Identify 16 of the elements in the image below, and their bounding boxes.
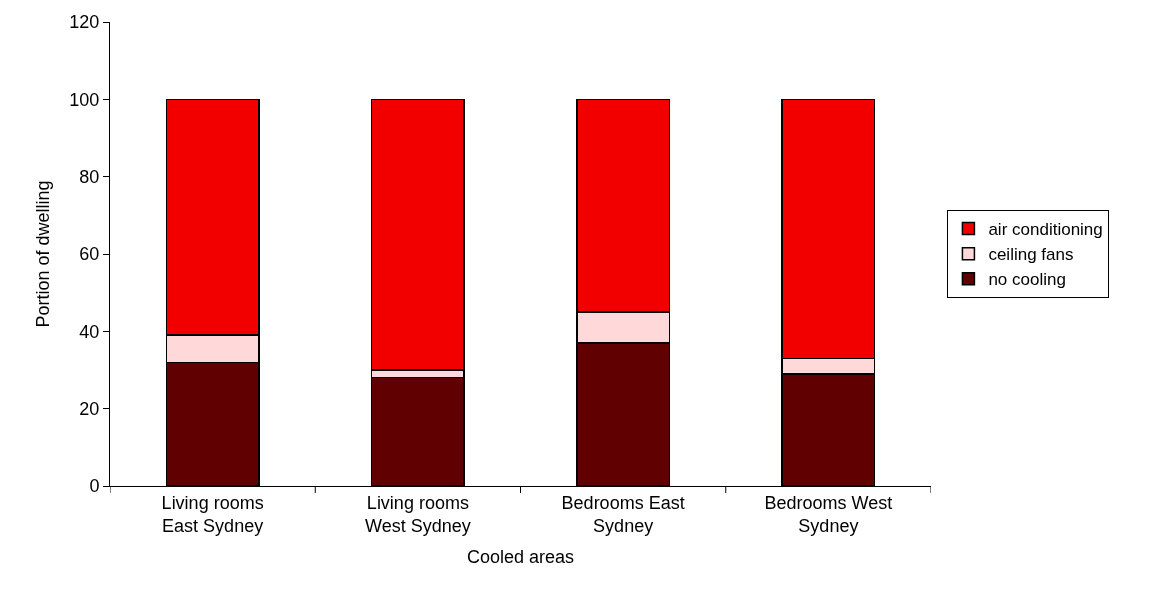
x-tick-label: Bedrooms West Sydney xyxy=(764,492,893,536)
legend-label: no cooling xyxy=(988,270,1066,290)
y-axis-title: Portion of dwelling xyxy=(32,180,53,328)
x-tick-label: Living rooms West Sydney xyxy=(365,492,471,536)
y-tick-label: 120 xyxy=(69,12,100,33)
y-tick-label: 40 xyxy=(79,321,100,342)
y-tick-label: 60 xyxy=(79,244,100,265)
y-tick-label: 20 xyxy=(79,398,100,419)
legend-label: air conditioning xyxy=(988,220,1103,240)
x-axis-title: Cooled areas xyxy=(466,547,575,568)
y-tick-label: 100 xyxy=(69,89,100,110)
y-tick-label: 0 xyxy=(89,476,100,497)
y-tick-label: 80 xyxy=(79,166,100,187)
x-tick-label: Bedrooms East Sydney xyxy=(561,492,685,536)
x-tick-label: Living rooms East Sydney xyxy=(161,492,264,536)
legend-label: ceiling fans xyxy=(988,245,1074,265)
